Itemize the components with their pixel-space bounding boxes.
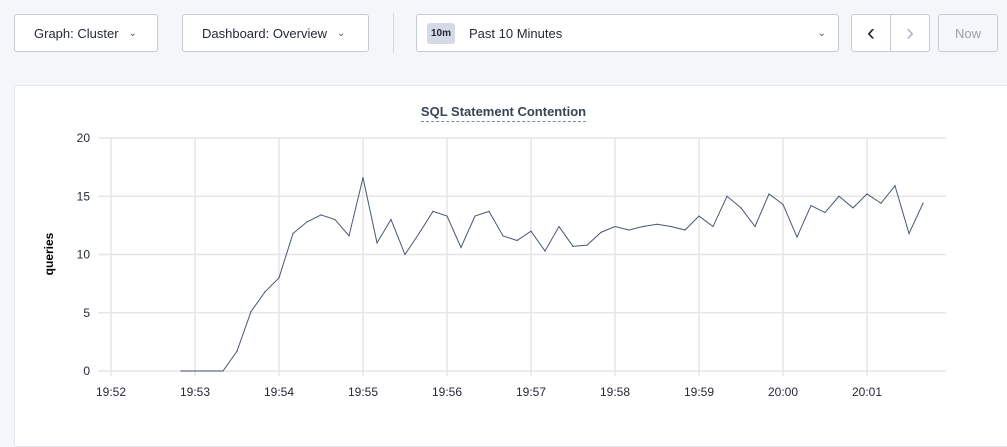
data-point <box>334 218 336 221</box>
data-point <box>670 225 672 228</box>
x-tick-label: 20:00 <box>768 385 798 399</box>
time-range-selector[interactable]: 10m Past 10 Minutes ⌄ <box>416 14 839 52</box>
data-point <box>306 221 308 223</box>
dashboard-selector[interactable]: Dashboard: Overview ⌄ <box>182 14 369 52</box>
data-point <box>908 232 910 235</box>
now-label: Now <box>954 25 981 41</box>
x-tick-label: 19:56 <box>432 385 462 399</box>
data-point <box>194 370 196 372</box>
x-tick-label: 19:54 <box>264 385 294 399</box>
data-point <box>740 207 742 209</box>
data-point <box>460 246 462 249</box>
dashboard-label: Dashboard: Overview <box>202 25 327 41</box>
graph-label: Graph: Cluster <box>34 25 119 41</box>
data-point <box>250 310 252 313</box>
data-point <box>866 193 868 195</box>
data-point <box>320 214 322 216</box>
data-point <box>474 215 476 217</box>
y-tick-label: 15 <box>77 189 91 203</box>
data-point <box>222 370 224 372</box>
x-tick-label: 19:59 <box>684 385 714 399</box>
data-point <box>446 215 448 217</box>
data-point <box>180 370 182 372</box>
data-point <box>516 239 518 242</box>
data-point <box>642 225 644 228</box>
data-point <box>628 229 630 231</box>
data-point <box>264 291 266 293</box>
data-point <box>782 203 784 206</box>
chevron-left-icon: ‹ <box>867 19 875 46</box>
data-point <box>418 232 420 235</box>
data-point <box>572 245 574 247</box>
data-point <box>726 195 728 197</box>
x-tick-label: 19:53 <box>180 385 210 399</box>
data-point <box>684 229 686 231</box>
x-tick-label: 19:57 <box>516 385 546 399</box>
chevron-right-icon: › <box>906 19 914 46</box>
chart-title: SQL Statement Contention <box>0 104 1007 122</box>
data-point <box>824 211 826 214</box>
y-tick-label: 5 <box>83 306 90 320</box>
now-button[interactable]: Now <box>938 14 998 52</box>
next-button[interactable]: › <box>890 14 930 52</box>
data-point <box>614 225 616 228</box>
data-point <box>432 210 434 212</box>
x-tick-label: 20:01 <box>852 385 882 399</box>
data-point <box>530 230 532 232</box>
data-point <box>600 231 602 233</box>
data-point <box>558 225 560 228</box>
x-tick-label: 19:55 <box>348 385 378 399</box>
graph-selector[interactable]: Graph: Cluster ⌄ <box>14 14 158 52</box>
data-point <box>544 250 546 252</box>
data-point <box>768 193 770 195</box>
line-chart: 0 5 10 15 20 19:52 19:53 19:54 19:55 19:56 19:57 19… <box>42 131 946 399</box>
data-point <box>404 253 406 256</box>
time-range-label: Past 10 Minutes <box>469 25 563 41</box>
data-point <box>810 204 812 207</box>
data-point <box>586 244 588 246</box>
y-axis-label: queries <box>42 232 56 275</box>
data-point <box>362 177 364 179</box>
data-point <box>376 242 378 244</box>
data-point <box>894 185 896 187</box>
data-point <box>278 277 280 279</box>
data-point <box>922 202 924 204</box>
data-point <box>852 207 854 209</box>
x-tick-label: 19:52 <box>96 385 126 399</box>
y-tick-label: 0 <box>83 364 90 378</box>
data-point <box>698 215 700 217</box>
chevron-down-icon: ⌄ <box>128 27 137 39</box>
series-line <box>181 177 924 372</box>
data-point <box>292 232 294 235</box>
data-point <box>236 350 238 352</box>
data-point <box>208 370 210 372</box>
data-point <box>880 202 882 204</box>
data-point <box>348 235 350 237</box>
time-badge: 10m <box>427 22 456 44</box>
data-point <box>796 236 798 238</box>
data-point <box>712 225 714 228</box>
chevron-down-icon: ⌄ <box>817 27 826 39</box>
data-point <box>502 235 504 237</box>
data-point <box>754 225 756 228</box>
chart-card <box>14 85 1007 447</box>
data-point <box>488 210 490 212</box>
data-point <box>656 223 658 225</box>
x-tick-label: 19:58 <box>600 385 630 399</box>
y-tick-label: 20 <box>77 131 91 145</box>
chevron-down-icon: ⌄ <box>337 27 346 39</box>
y-tick-label: 10 <box>77 248 91 262</box>
divider <box>393 13 394 53</box>
data-point <box>390 218 392 221</box>
data-point <box>838 195 840 197</box>
